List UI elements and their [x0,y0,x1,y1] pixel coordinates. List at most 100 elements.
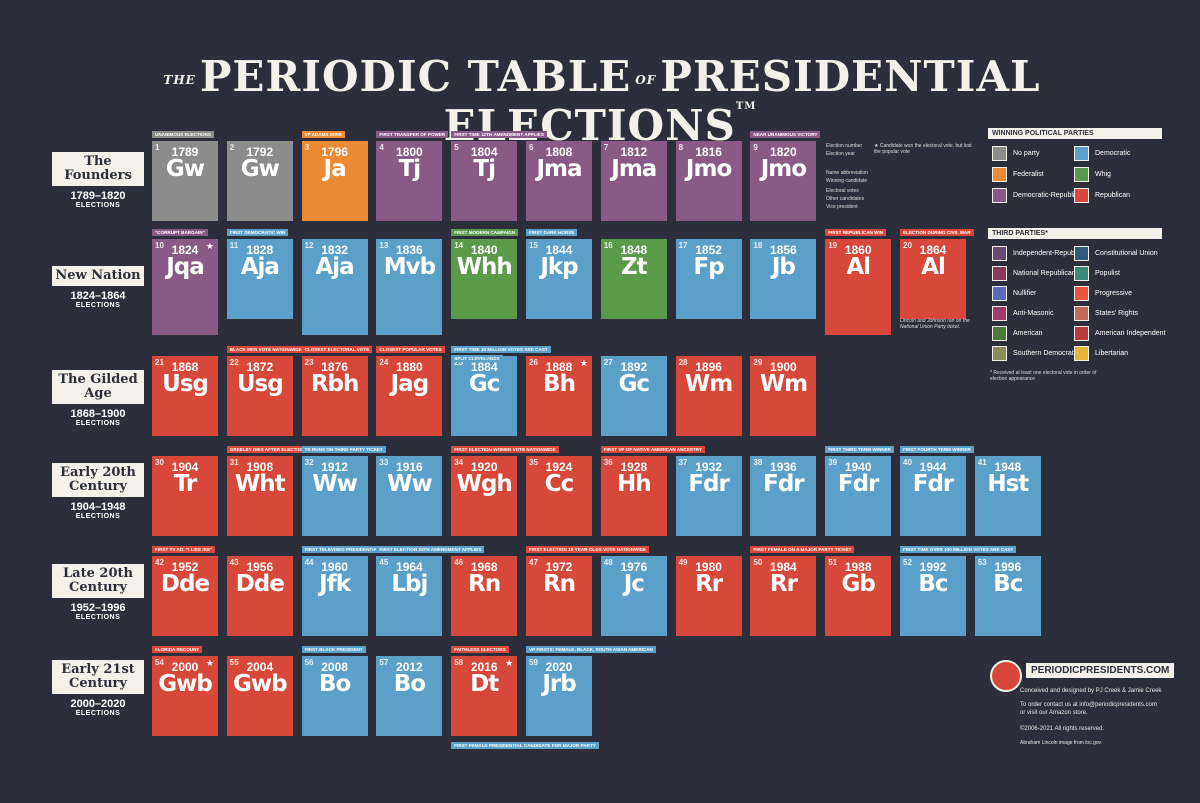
election-number: 32 [304,458,314,467]
election-tile[interactable]: 32 1912 Ww [301,456,368,536]
party-label: Constitutional Union [1095,250,1158,257]
election-note: FIRST FEMALE PRESIDENTIAL CANDIDATE FOR … [451,742,599,749]
name-abbreviation: Jma [536,156,582,182]
election-tile[interactable]: 54 2000 Gwb ★ [152,656,218,736]
party-label: Republican [1095,192,1131,199]
election-tile[interactable]: 53 1996 Bc [974,556,1041,636]
election-tile[interactable]: 20 1864 Al [900,239,966,319]
election-tile[interactable]: 46 1968 Rn [451,556,518,636]
election-tile[interactable]: 40 1944 Fdr [900,456,966,536]
election-tile[interactable]: 42 1952 Dde [152,556,218,636]
name-abbreviation: Wht [234,471,286,497]
election-tile[interactable]: 11 1828 Aja [226,239,293,319]
election-tile[interactable]: 1 1789 Gw [152,141,218,221]
name-abbreviation: Usg [162,371,209,397]
election-tile[interactable]: 58 2016 Dt ★ [451,656,518,736]
election-tile[interactable]: 6 1808 Jma [526,141,592,221]
election-tile[interactable]: 30 1904 Tr [152,456,218,536]
election-tile[interactable]: 9 1820 Jmo [750,141,817,221]
election-tile[interactable]: 51 1988 Gb [825,556,892,636]
election-tile[interactable]: 4 1800 Tj [376,141,443,221]
legend-item: American [992,326,1043,341]
election-tile[interactable]: 31 1908 Wht [226,456,293,536]
election-year: 1836 [396,243,423,257]
election-tile[interactable]: 36 1928 Hh [600,456,667,536]
party-swatch [992,146,1007,161]
election-tile[interactable]: 49 1980 Rr [675,556,742,636]
election-tile[interactable]: 27 1892 Gc [600,356,667,436]
election-year: 1960 [321,560,348,574]
name-abbreviation: Mvb [383,254,436,280]
election-tile[interactable]: 26 1888 Bh ★ [526,356,592,436]
election-note: FIRST BLACK PRESIDENT [301,646,366,653]
election-tile[interactable]: 3 1796 Ja [301,141,368,221]
election-tile[interactable]: 22 1872 Usg [226,356,293,436]
election-tile[interactable]: 10 1824 Jqa ★ [152,239,218,335]
election-tile[interactable]: 55 2004 Gwb [226,656,293,736]
election-tile[interactable]: 45 1964 Lbj [376,556,443,636]
election-year: 1864 [919,243,947,257]
election-tile[interactable]: 5 1804 Tj [451,141,518,221]
election-tile[interactable]: 12 1832 Aja [301,239,368,335]
election-tile[interactable]: 28 1896 Wm [675,356,742,436]
copyright-text: ©2006-2021 All rights reserved. [1020,726,1105,732]
election-tile[interactable]: 13 1836 Mvb [376,239,443,335]
election-tile[interactable]: 47 1972 Rn [526,556,592,636]
party-label: National Republican [1013,270,1076,277]
key-label: Winning candidate [826,178,868,184]
election-tile[interactable]: 2 1792 Gw [226,141,293,221]
election-tile[interactable]: 19 1860 Al [825,239,892,335]
election-tile[interactable]: 18 1856 Jb [750,239,817,319]
election-tile[interactable]: 15 1844 Jkp [526,239,592,319]
election-note: CLOSEST POPULAR VOTES [376,346,445,353]
election-tile[interactable]: 57 2012 Bo [376,656,443,736]
party-label: Southern Democratic [1013,350,1079,357]
star-icon: ★ [874,143,880,149]
election-tile[interactable]: 52 1992 Bc [900,556,966,636]
election-tile[interactable]: 7 1812 Jma [600,141,667,221]
election-tile[interactable]: 35 1924 Cc [526,456,592,536]
name-abbreviation: Bh [543,371,576,397]
election-tile[interactable]: 25 1884 Gc [451,356,518,436]
election-tile[interactable]: 33 1916 Ww [376,456,443,536]
election-tile[interactable]: 21 1868 Usg [152,356,218,436]
lincoln-note: Lincoln and Johnson ran on the National … [900,318,970,330]
election-tile[interactable]: 14 1840 Whh [451,239,518,319]
legend-item: Republican [1074,188,1130,203]
election-year: 1796 [321,145,348,159]
election-tile[interactable]: 17 1852 Fp [675,239,742,319]
election-note: CLOSEST ELECTORAL VOTE [301,346,373,353]
election-tile[interactable]: 50 1984 Rr [750,556,817,636]
election-tile[interactable]: 37 1932 Fdr [675,456,742,536]
election-tile[interactable]: 48 1976 Jc [600,556,667,636]
election-number: 20 [903,241,912,250]
election-tile[interactable]: 8 1816 Jmo [675,141,742,221]
name-abbreviation: Fdr [837,471,880,497]
election-tile[interactable]: 24 1880 Jag [376,356,443,436]
era-years: 1824–1864 [70,290,126,302]
election-tile[interactable]: 38 1936 Fdr [750,456,817,536]
election-tile[interactable]: 29 1900 Wm [750,356,817,436]
election-tile[interactable]: 56 2008 Bo [301,656,368,736]
election-year: 1852 [695,243,722,257]
election-tile[interactable]: 43 1956 Dde [226,556,293,636]
title-of: OF [635,73,657,87]
party-swatch [992,188,1007,203]
election-year: 1932 [695,460,722,474]
election-tile[interactable]: 16 1848 Zt [600,239,667,319]
legend-item: Anti-Masonic [992,306,1053,321]
election-tile[interactable]: 23 1876 Rbh [301,356,368,436]
election-tile[interactable]: 39 1940 Fdr [825,456,892,536]
name-abbreviation: Jqa [166,254,205,280]
election-tile[interactable]: 59 2020 Jrb [526,656,592,736]
key-label: Election number [826,143,863,149]
site-link[interactable]: PERIODICPRESIDENTS.COM [1026,663,1175,678]
election-tile[interactable]: 34 1920 Wgh [451,456,518,536]
election-year: 1856 [770,243,797,257]
election-tile[interactable]: 44 1960 Jfk [301,556,368,636]
election-note: FIRST TELEVISED PRESIDENTIAL DEBATES [301,546,406,553]
name-abbreviation: Hst [987,471,1029,497]
election-tile[interactable]: 41 1948 Hst [974,456,1041,536]
election-number: 5 [454,143,459,152]
election-year: 1832 [321,243,348,257]
